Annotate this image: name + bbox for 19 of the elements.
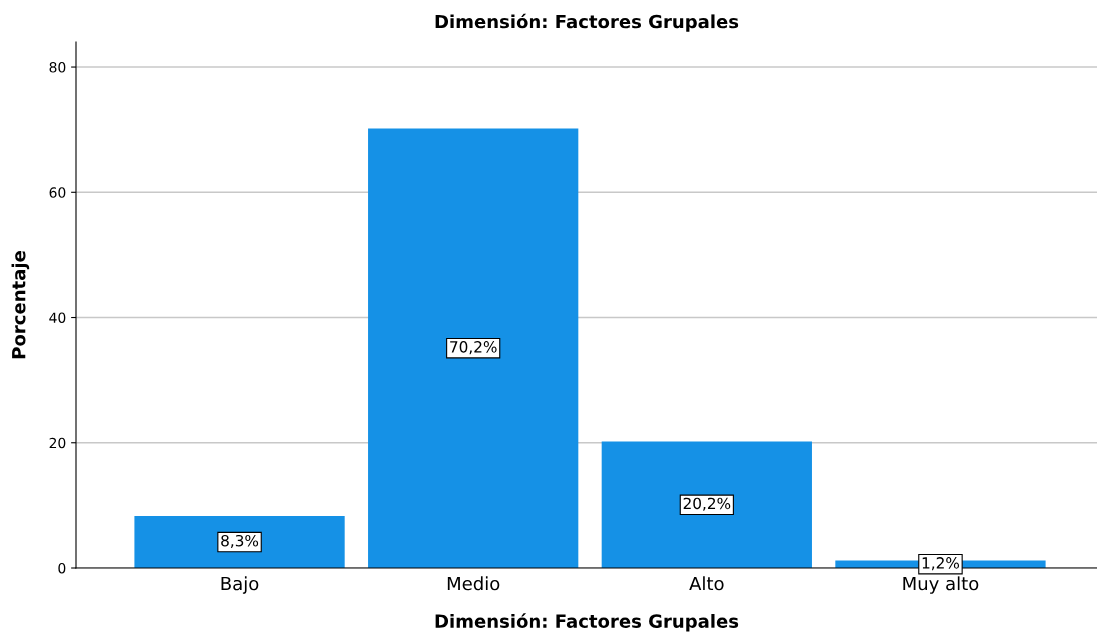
bar [368, 128, 579, 568]
y-tick-label: 80 [49, 62, 66, 73]
bar [601, 441, 812, 568]
data-label: 70,2% [450, 341, 497, 355]
x-axis-title: Dimensión: Factores Grupales [435, 613, 739, 632]
x-tick-label: Muy alto [903, 576, 979, 594]
data-label: 1,2% [922, 557, 960, 571]
y-tick-label: 60 [49, 187, 66, 198]
bar [134, 516, 345, 568]
y-tick-label: 20 [49, 437, 66, 449]
y-tick-label: 40 [49, 312, 66, 323]
chart-title: Dimensión: Factores Grupales [435, 13, 739, 32]
y-axis-title: Porcentaje [11, 251, 30, 359]
data-label: 8,3% [221, 534, 259, 548]
x-tick-label: Medio [447, 576, 500, 591]
x-tick-label: Bajo [221, 576, 259, 594]
y-tick-label: 0 [58, 562, 66, 574]
x-tick-label: Alto [689, 576, 724, 591]
data-label: 20,2% [683, 497, 731, 511]
